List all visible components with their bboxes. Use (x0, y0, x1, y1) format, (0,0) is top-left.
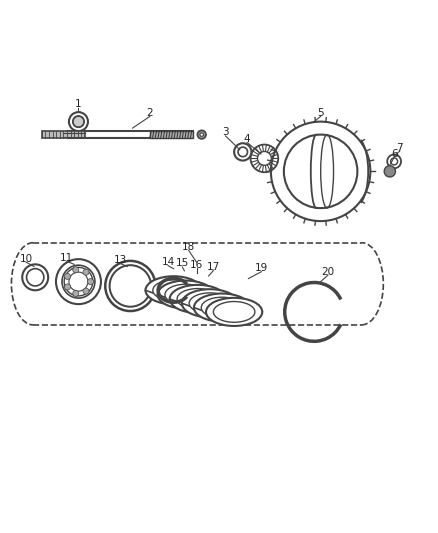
Ellipse shape (182, 289, 238, 317)
Text: 14: 14 (161, 257, 175, 267)
Ellipse shape (165, 284, 206, 305)
Text: 3: 3 (222, 127, 229, 138)
Ellipse shape (170, 285, 226, 313)
Circle shape (88, 279, 94, 285)
Text: 15: 15 (176, 259, 189, 269)
Text: 20: 20 (321, 266, 335, 277)
Text: 10: 10 (20, 254, 33, 264)
Bar (42, 131, 85, 139)
Text: 2: 2 (146, 108, 153, 118)
Ellipse shape (177, 288, 219, 309)
Text: 18: 18 (182, 242, 195, 252)
Ellipse shape (153, 280, 194, 301)
Text: 4: 4 (244, 134, 251, 144)
Text: 7: 7 (396, 143, 403, 152)
Ellipse shape (158, 280, 214, 309)
Ellipse shape (206, 298, 262, 326)
Text: 16: 16 (190, 260, 203, 270)
Ellipse shape (194, 294, 250, 321)
Text: 5: 5 (317, 108, 324, 118)
Circle shape (64, 284, 71, 290)
Circle shape (384, 166, 396, 177)
Text: 1: 1 (75, 99, 82, 109)
Text: 11: 11 (60, 253, 74, 263)
Circle shape (200, 133, 204, 136)
Circle shape (73, 116, 84, 127)
Ellipse shape (145, 276, 202, 304)
Ellipse shape (201, 297, 243, 318)
Text: 13: 13 (114, 255, 127, 265)
Circle shape (258, 151, 271, 165)
Text: 19: 19 (255, 263, 268, 273)
Circle shape (73, 267, 79, 273)
Ellipse shape (189, 293, 231, 313)
Text: 17: 17 (207, 262, 220, 271)
Circle shape (284, 135, 357, 208)
Circle shape (64, 273, 71, 279)
Circle shape (198, 131, 206, 139)
Text: 6: 6 (391, 149, 397, 159)
Circle shape (83, 269, 89, 275)
Bar (150, 131, 193, 139)
Circle shape (73, 290, 79, 296)
Ellipse shape (213, 302, 255, 322)
Circle shape (83, 288, 89, 294)
